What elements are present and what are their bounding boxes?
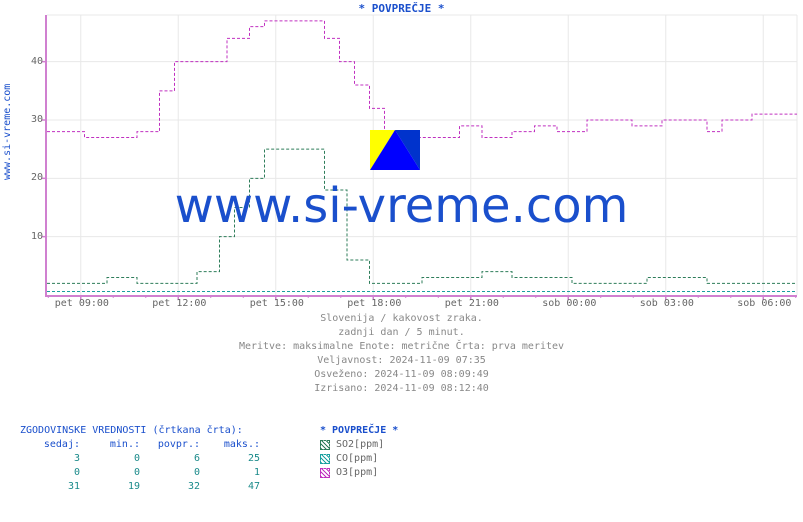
series-row: O3[ppm]: [320, 466, 398, 480]
y-tick-label: 30: [13, 114, 43, 125]
series-label: O3[ppm]: [336, 466, 378, 480]
swatch-co: [320, 454, 330, 464]
caption-line: Osveženo: 2024-11-09 08:09:49: [0, 368, 803, 382]
series-label: SO2[ppm]: [336, 438, 384, 452]
plot-area: [45, 15, 797, 297]
legend-row: 31193247: [20, 480, 260, 494]
caption-block: Slovenija / kakovost zraka. zadnji dan /…: [0, 312, 803, 396]
x-tick-label: pet 18:00: [347, 298, 401, 309]
x-tick-label: sob 03:00: [640, 298, 694, 309]
y-tick-label: 10: [13, 231, 43, 242]
x-tick-label: sob 00:00: [542, 298, 596, 309]
legend-history: ZGODOVINSKE VREDNOSTI (črtkana črta): se…: [20, 424, 260, 494]
caption-line: Veljavnost: 2024-11-09 07:35: [0, 354, 803, 368]
series-title: * POVPREČJE *: [320, 424, 398, 438]
series-row: SO2[ppm]: [320, 438, 398, 452]
x-tick-label: sob 06:00: [737, 298, 791, 309]
legend-headers: sedaj:min.:povpr.:maks.:: [20, 438, 260, 452]
caption-line: Izrisano: 2024-11-09 08:12:40: [0, 382, 803, 396]
caption-line: Slovenija / kakovost zraka.: [0, 312, 803, 326]
swatch-o3: [320, 468, 330, 478]
x-tick-label: pet 15:00: [250, 298, 304, 309]
y-tick-label: 20: [13, 172, 43, 183]
series-label: CO[ppm]: [336, 452, 378, 466]
series-row: CO[ppm]: [320, 452, 398, 466]
legend-series: * POVPREČJE * SO2[ppm] CO[ppm] O3[ppm]: [320, 424, 398, 480]
legend-row: 0001: [20, 466, 260, 480]
x-tick-label: pet 09:00: [55, 298, 109, 309]
chart-title: * POVPREČJE *: [0, 2, 803, 15]
x-tick-label: pet 21:00: [445, 298, 499, 309]
caption-line: Meritve: maksimalne Enote: metrične Črta…: [0, 340, 803, 354]
y-axis-label: www.si-vreme.com: [2, 84, 13, 180]
caption-line: zadnji dan / 5 minut.: [0, 326, 803, 340]
y-tick-label: 40: [13, 56, 43, 67]
legend-title: ZGODOVINSKE VREDNOSTI (črtkana črta):: [20, 424, 260, 438]
legend-row: 30625: [20, 452, 260, 466]
x-tick-label: pet 12:00: [152, 298, 206, 309]
swatch-so2: [320, 440, 330, 450]
